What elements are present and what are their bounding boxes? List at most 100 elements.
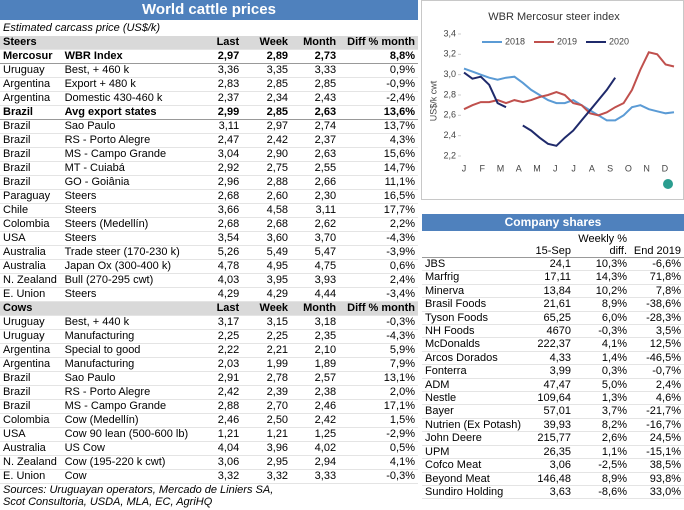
row: Uruguay Best, + 440 k 3,17 3,15 3,18 -0,3%	[0, 315, 418, 330]
cell: 26,35	[526, 445, 574, 460]
cell: Australia	[0, 245, 62, 260]
header-cell: 15-Sep	[526, 231, 574, 258]
cell: 4,33	[526, 351, 574, 366]
cell: Bayer	[422, 404, 526, 419]
chart-title: WBR Mercosur steer index	[488, 11, 620, 23]
cell: 2,21	[242, 343, 292, 358]
row: Chile Steers 3,66 4,58 3,11 17,7%	[0, 203, 418, 218]
header-cell: Steers	[0, 36, 192, 50]
cell: 2,73	[291, 49, 340, 64]
cell: 47,47	[526, 378, 574, 393]
cell: Nutrien (Ex Potash)	[422, 418, 526, 433]
cell: 2,6%	[574, 431, 630, 446]
x-tick-label: O	[625, 163, 632, 173]
cell: 2,47	[191, 133, 243, 148]
cell: Brazil	[0, 119, 62, 134]
cell: 16,5%	[339, 189, 418, 204]
cell: Australia	[0, 259, 62, 274]
row: Nutrien (Ex Potash) 39,93 8,2% -16,7%	[422, 418, 684, 433]
header-cell: Diff % month	[339, 36, 418, 50]
cell: 3,36	[191, 63, 243, 78]
cell: 2,74	[291, 119, 340, 134]
cell: 4,44	[291, 287, 340, 302]
cell: Brazil	[0, 175, 62, 190]
row: E. Union Steers 4,29 4,29 4,44 -3,4%	[0, 287, 418, 302]
cell: ADM	[422, 378, 526, 393]
cell: 2,42	[291, 413, 340, 428]
cell: Tyson Foods	[422, 311, 526, 326]
cell: 2,83	[191, 77, 243, 92]
legend-label: 2019	[557, 36, 577, 46]
row: Marfrig 17,11 14,3% 71,8%	[422, 270, 684, 285]
cell: 2,43	[291, 91, 340, 106]
cell: 10,3%	[574, 257, 630, 272]
cell: Beyond Meat	[422, 472, 526, 486]
cell: -0,3%	[339, 469, 418, 484]
cell: -0,3%	[574, 324, 630, 339]
x-tick-label: J	[553, 163, 558, 173]
cell: Brazil	[0, 385, 62, 400]
cell: NH Foods	[422, 324, 526, 339]
cell: MS - Campo Grande	[61, 399, 192, 414]
cell: 4,6%	[630, 391, 684, 406]
cell: 3,96	[242, 441, 292, 456]
cell: 4,29	[191, 287, 243, 302]
cell: -0,9%	[339, 77, 418, 92]
cell: 65,25	[526, 311, 574, 326]
x-tick-label: A	[589, 163, 595, 173]
legend-label: 2020	[609, 36, 629, 46]
cell: Paraguay	[0, 189, 62, 204]
cell: 2,30	[291, 189, 340, 204]
cell: 2,85	[242, 105, 292, 120]
cell: 3,35	[242, 63, 292, 78]
cell: 2,88	[242, 175, 292, 190]
cell: 8,9%	[574, 472, 630, 486]
cell: 1,21	[242, 427, 292, 442]
cell: 15,6%	[339, 147, 418, 162]
cell: 7,8%	[630, 284, 684, 299]
cell: Cow (Medellín)	[61, 413, 192, 428]
cell: 17,7%	[339, 203, 418, 218]
y-tick-label: 3,2	[443, 49, 456, 59]
cell: 3,18	[291, 315, 340, 330]
cell: 4,02	[291, 441, 340, 456]
cell: 2,97	[242, 119, 292, 134]
cell: 39,93	[526, 418, 574, 433]
y-tick-label: 3,0	[443, 69, 456, 79]
x-tick-label: S	[607, 163, 613, 173]
cell: Special to good	[61, 343, 192, 358]
cell: 2,42	[242, 133, 292, 148]
cell: 4,1%	[574, 337, 630, 352]
cell: 3,95	[242, 273, 292, 288]
cell: 2,60	[242, 189, 292, 204]
row: Argentina Domestic 430-460 k 2,37 2,34 2,43-…	[0, 91, 418, 106]
row: Brazil MS - Campo Grande 2,88 2,70 2,46 17,1%	[0, 399, 418, 414]
row: Sundiro Holding 3,63 -8,6% 33,0%	[422, 485, 684, 500]
cell: 4,58	[242, 203, 292, 218]
header-cell: End 2019	[630, 231, 684, 258]
cell: 13,7%	[339, 119, 418, 134]
cell: 8,9%	[574, 297, 630, 312]
row: JBS 24,1 10,3% -6,6%	[422, 257, 684, 272]
cell: 1,89	[291, 357, 340, 372]
cell: 3,60	[242, 231, 292, 246]
row: Bayer 57,01 3,7% -21,7%	[422, 404, 684, 419]
y-tick-label: 3,4	[443, 28, 456, 38]
row: Argentina Special to good 2,22 2,21 2,10 5,9%	[0, 343, 418, 358]
cell: 109,64	[526, 391, 574, 406]
row: E. Union Cow 3,32 3,32 3,33 -0,3%	[0, 469, 418, 484]
row: Tyson Foods 65,25 6,0% -28,3%	[422, 311, 684, 326]
x-tick-label: M	[497, 163, 505, 173]
header-row: Cows Last Week Month Diff % month	[0, 301, 418, 316]
x-tick-label: F	[480, 163, 486, 173]
cell: 3,32	[191, 469, 243, 484]
cell: Manufacturing	[61, 329, 192, 344]
cell: 0,5%	[339, 441, 418, 456]
cell: USA	[0, 231, 62, 246]
cell: RS - Porto Alegre	[61, 385, 192, 400]
cell: 2,85	[291, 77, 340, 92]
cell: 3,66	[191, 203, 243, 218]
cell: -2,4%	[339, 91, 418, 106]
cell: Export + 480 k	[61, 77, 192, 92]
